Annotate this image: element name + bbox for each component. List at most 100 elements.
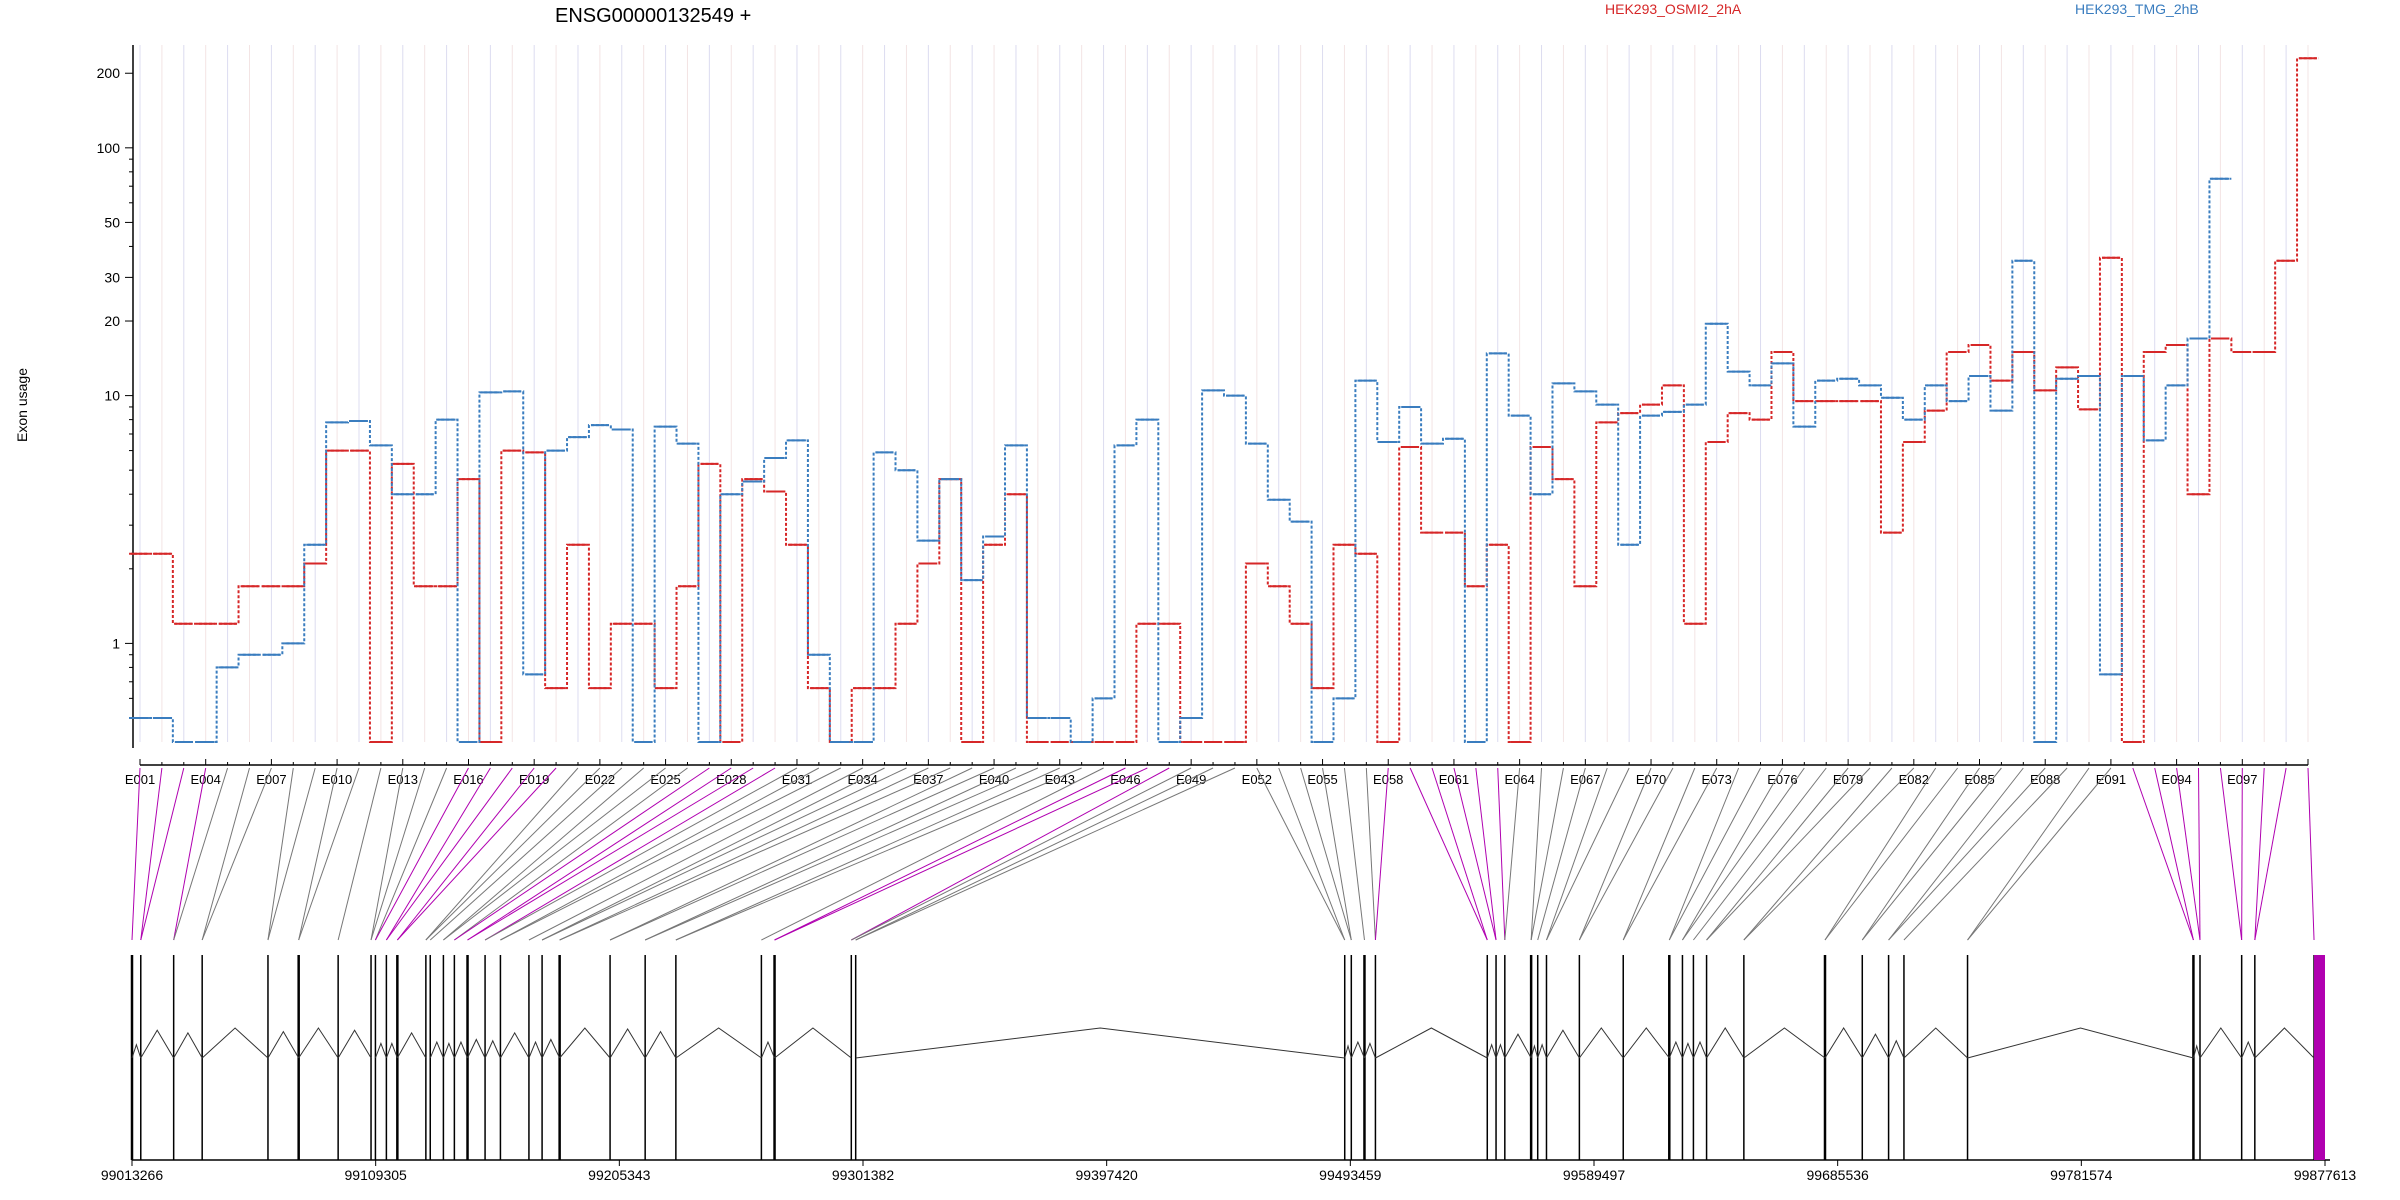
intron-line (1495, 1043, 1506, 1059)
genomic-tick-label: 99397420 (1076, 1167, 1139, 1183)
exon-connector (1546, 767, 1608, 941)
exon-label: E076 (1767, 772, 1797, 787)
intron-line (201, 1027, 269, 1059)
exon-label: E070 (1636, 772, 1666, 787)
exon-connector (1706, 767, 1871, 941)
intron-line (1546, 1029, 1580, 1059)
exon-connector (1537, 767, 1586, 941)
exon-connector (429, 767, 623, 941)
series-tmg-line (129, 177, 2232, 743)
intron-line (374, 1042, 387, 1059)
y-tick-label: 100 (97, 140, 121, 156)
exon-label: E040 (979, 772, 1009, 787)
genomic-tick-label: 99589497 (1563, 1167, 1626, 1183)
exon-label: E028 (716, 772, 746, 787)
exon-connector (267, 767, 294, 941)
exon-connector (425, 767, 579, 941)
exon-connector (609, 767, 973, 941)
exon-connector (559, 767, 951, 941)
exon-connector (851, 767, 1192, 941)
series-osmi2-line (129, 57, 2319, 743)
intron-line (1668, 1040, 1683, 1059)
exon-connector (1578, 767, 1652, 941)
intron-line (1504, 1033, 1532, 1059)
exon-connector (1622, 767, 1696, 941)
intron-line (298, 1027, 339, 1059)
exon-connector (1343, 767, 1365, 941)
exon-connector (609, 767, 995, 941)
exon-label: E004 (191, 772, 221, 787)
intron-line (140, 1029, 175, 1059)
intron-line (429, 1040, 444, 1059)
intron-line (1861, 1033, 1890, 1059)
exon-connector (1504, 767, 1521, 941)
exon-connector (528, 767, 863, 941)
genomic-axis: 99013266 99109305 99205343 99301382 99397420… (101, 1160, 2356, 1183)
y-tick-label: 30 (104, 269, 120, 285)
exon-connector (2241, 767, 2243, 941)
exon-connector (1530, 767, 1543, 941)
exon-connector (1322, 767, 1352, 941)
exon-connector (370, 767, 404, 941)
intron-line (1537, 1043, 1547, 1059)
exon-connector (1475, 767, 1497, 941)
exon-label: E010 (322, 772, 352, 787)
gene-model (130, 955, 2330, 1161)
legend-series-a: HEK293_OSMI2_2hA (1605, 1, 1742, 17)
exon-connector (761, 767, 1104, 941)
intron-line (774, 1027, 852, 1059)
exon-connector (1431, 767, 1488, 941)
intron-line (1375, 1027, 1488, 1059)
intron-line (442, 1042, 455, 1059)
intron-line (2192, 1044, 2201, 1059)
exon-label: E046 (1110, 772, 1140, 787)
exon-connector (500, 767, 820, 941)
y-tick-label: 50 (104, 214, 120, 230)
exon-connector (774, 767, 1148, 941)
intron-line (385, 1042, 398, 1059)
exon-connector (385, 767, 513, 941)
exon-connector (2176, 767, 2201, 941)
exon-connector (1743, 767, 1893, 941)
exon-connector (173, 767, 229, 941)
exon-connector (298, 767, 338, 941)
exon-connector (559, 767, 929, 941)
exon-connector (2254, 767, 2287, 941)
exon-label: E016 (453, 772, 483, 787)
exon-connector (1453, 767, 1497, 941)
exon-connector (1530, 767, 1564, 941)
exon-connector (1967, 767, 2090, 941)
exon-connector (1861, 767, 1980, 941)
exon-connector (1888, 767, 2046, 941)
chart-title: ENSG00000132549 + (555, 5, 751, 27)
exon-label: E067 (1570, 772, 1600, 787)
intron-line (760, 1040, 776, 1059)
exon-connector (1682, 767, 1783, 941)
intron-line (467, 1038, 486, 1059)
intron-line (855, 1027, 1345, 1059)
exon-connector (1967, 767, 2112, 941)
legend-series-b: HEK293_TMG_2hB (2075, 1, 2199, 17)
exon-connector (541, 767, 907, 941)
exon-connector (2198, 767, 2201, 941)
intron-line (131, 1043, 142, 1059)
exon-connector (1682, 767, 1805, 941)
exon-connector (1888, 767, 2024, 941)
y-tick-label: 10 (104, 388, 120, 404)
intron-line (528, 1040, 543, 1059)
exon-connector (644, 767, 1039, 941)
exon-connector (140, 767, 185, 941)
intron-line (1888, 1039, 1905, 1059)
genomic-tick-label: 99205343 (588, 1167, 651, 1183)
exon-connector (396, 767, 557, 941)
exon-connector (454, 767, 710, 941)
intron-line (1903, 1027, 1968, 1059)
intron-line (2254, 1027, 2315, 1059)
last-exon-highlight (2314, 955, 2325, 1160)
intron-line (1486, 1043, 1497, 1059)
exon-label: E013 (388, 772, 418, 787)
intron-line (1350, 1040, 1365, 1059)
intron-line (1824, 1027, 1863, 1059)
intron-line (1967, 1027, 2194, 1059)
exon-label: E001 (125, 772, 155, 787)
